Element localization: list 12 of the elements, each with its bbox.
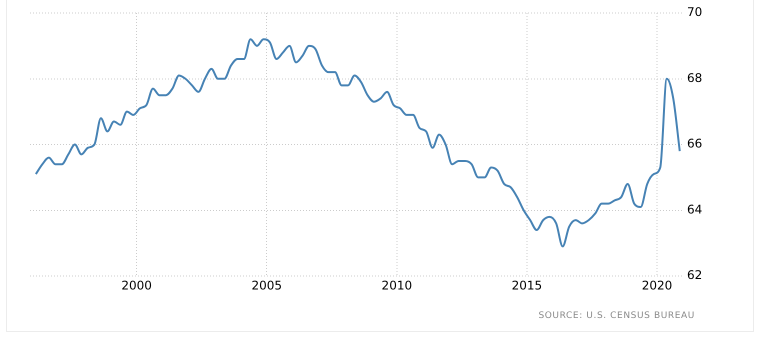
x-tick-label: 2000 <box>121 278 152 292</box>
y-tick-label: 66 <box>687 136 702 151</box>
y-tick-label: 70 <box>687 5 702 20</box>
y-tick-label: 68 <box>687 70 702 85</box>
x-tick-label: 2015 <box>512 278 542 292</box>
x-tick-label: 2005 <box>251 278 282 292</box>
x-tick-label: 2020 <box>642 278 672 292</box>
source-note: SOURCE: U.S. CENSUS BUREAU <box>538 311 695 321</box>
x-tick-label: 2010 <box>382 278 412 292</box>
y-tick-label: 64 <box>687 202 702 216</box>
line-series <box>34 38 681 248</box>
y-tick-label: 62 <box>687 268 702 282</box>
